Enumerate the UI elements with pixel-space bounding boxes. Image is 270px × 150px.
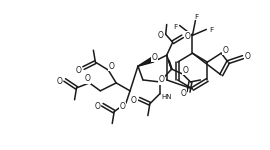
Text: O: O [159, 75, 165, 84]
Text: F: F [209, 27, 213, 33]
Text: O: O [185, 32, 190, 41]
Text: O: O [158, 31, 164, 40]
Polygon shape [138, 57, 154, 66]
Text: O: O [222, 46, 228, 55]
Text: O: O [181, 89, 187, 98]
Text: O: O [94, 102, 100, 111]
Text: O: O [183, 66, 188, 75]
Text: HN: HN [161, 94, 172, 100]
Text: O: O [119, 102, 125, 111]
Text: O: O [131, 96, 137, 105]
Text: O: O [245, 52, 251, 61]
Text: F: F [174, 24, 178, 30]
Text: O: O [76, 66, 82, 75]
Text: F: F [194, 14, 198, 20]
Text: O: O [152, 53, 158, 62]
Text: O: O [85, 74, 90, 83]
Text: O: O [57, 77, 63, 86]
Text: O: O [108, 62, 114, 71]
